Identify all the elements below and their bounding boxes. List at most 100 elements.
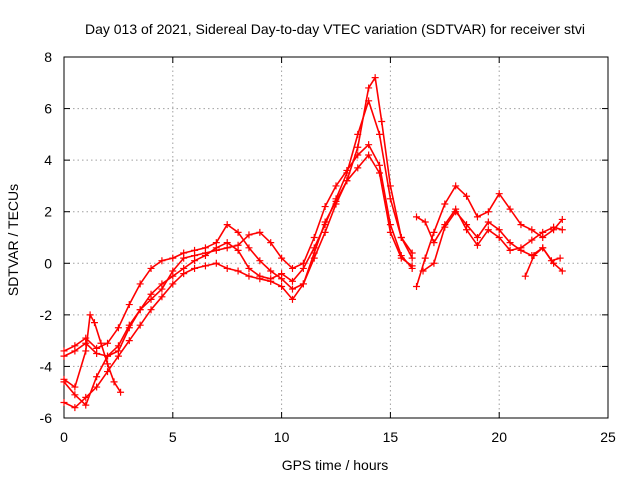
y-tick-label: -2 (40, 307, 53, 323)
data-point (93, 350, 101, 358)
data-point (278, 254, 286, 262)
data-point (256, 257, 264, 265)
data-point (93, 383, 101, 391)
data-point (558, 226, 566, 234)
data-point (517, 221, 525, 229)
data-point (288, 277, 296, 285)
data-point (386, 228, 394, 236)
data-point (267, 267, 275, 275)
data-point (86, 311, 94, 319)
data-point (288, 295, 296, 303)
data-point (332, 200, 340, 208)
data-point (376, 161, 384, 169)
series-track-7 (413, 205, 566, 254)
data-point (365, 84, 373, 92)
data-point (136, 280, 144, 288)
x-axis-label: GPS time / hours (282, 457, 389, 473)
y-tick-label: -6 (40, 410, 53, 426)
data-point (408, 262, 416, 270)
data-point (484, 226, 492, 234)
series-track-3 (60, 141, 416, 409)
data-point (114, 324, 122, 332)
y-tick-label: 4 (44, 152, 52, 168)
data-point (484, 208, 492, 216)
data-point (223, 244, 231, 252)
data-point (245, 231, 253, 239)
data-point (82, 401, 90, 409)
y-tick-label: 6 (44, 101, 52, 117)
data-point (430, 239, 438, 247)
data-point (528, 226, 536, 234)
data-point (158, 257, 166, 265)
data-point (104, 360, 112, 368)
data-point (473, 241, 481, 249)
data-point (310, 254, 318, 262)
data-point (430, 228, 438, 236)
data-point (71, 383, 79, 391)
data-point (169, 254, 177, 262)
y-tick-label: -4 (40, 358, 53, 374)
data-point (114, 352, 122, 360)
data-point (539, 244, 547, 252)
data-point (201, 262, 209, 270)
data-point (521, 272, 529, 280)
data-point (354, 130, 362, 138)
data-point (441, 223, 449, 231)
data-point (413, 282, 421, 290)
data-point (547, 257, 555, 265)
data-point (397, 234, 405, 241)
series-track-5 (60, 311, 125, 396)
data-point (212, 259, 220, 267)
data-point (452, 182, 460, 190)
data-point (452, 208, 460, 216)
data-point (506, 205, 514, 213)
data-point (234, 241, 242, 249)
y-axis-label: SDTVAR / TECUs (5, 184, 21, 296)
data-point (558, 267, 566, 275)
data-point (223, 264, 231, 272)
data-point (256, 228, 264, 236)
data-point (104, 339, 112, 347)
x-tick-label: 15 (383, 429, 399, 445)
data-point (90, 319, 98, 327)
data-point (234, 228, 242, 236)
data-point (125, 321, 133, 329)
data-point (60, 375, 68, 383)
data-point (267, 239, 275, 247)
data-point (71, 404, 79, 412)
data-point (97, 339, 105, 347)
data-point (278, 282, 286, 290)
data-point (158, 293, 166, 301)
data-point (310, 244, 318, 252)
data-point (421, 254, 429, 262)
data-point (201, 249, 209, 257)
data-point (136, 321, 144, 329)
x-tick-label: 0 (60, 429, 68, 445)
data-point (365, 141, 373, 149)
y-tick-label: 8 (44, 49, 52, 65)
data-point (376, 169, 384, 177)
data-point (419, 267, 427, 275)
data-point (441, 200, 449, 208)
data-point (223, 221, 231, 229)
data-point (528, 236, 536, 244)
data-point (191, 252, 199, 260)
data-point (71, 391, 79, 399)
data-point (267, 277, 275, 285)
data-point (378, 117, 386, 125)
data-point (110, 378, 118, 386)
data-point (136, 306, 144, 314)
data-point (371, 74, 379, 82)
data-point (191, 264, 199, 272)
data-point (550, 223, 558, 231)
chart-title: Day 013 of 2021, Sidereal Day-to-day VTE… (85, 21, 585, 37)
data-point (365, 151, 373, 159)
data-point (234, 267, 242, 275)
data-point (530, 252, 538, 260)
data-point (408, 249, 416, 257)
series-track-9 (521, 244, 564, 280)
data-point (473, 213, 481, 221)
x-tick-label: 10 (274, 429, 290, 445)
data-point (245, 264, 253, 272)
